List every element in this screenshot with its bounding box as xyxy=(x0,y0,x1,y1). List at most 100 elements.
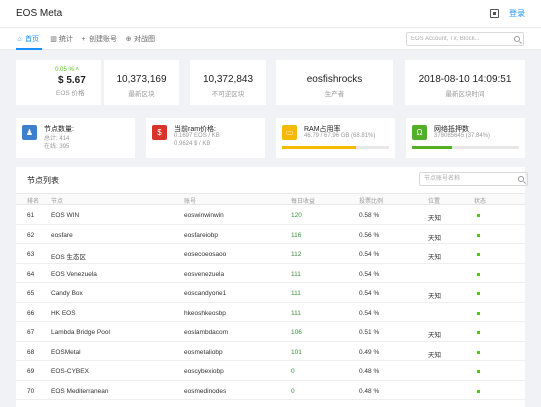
table-row[interactable]: 64 EOS Venezuela eosvenezuela 111 0.54 % xyxy=(16,264,525,283)
nav-stats[interactable]: ▥ 统计 xyxy=(50,34,73,44)
users-icon: ♟ xyxy=(22,125,37,140)
producer-value[interactable]: eosfishrocks xyxy=(306,74,363,85)
cell-reward: 111 xyxy=(291,270,301,278)
col-votes: 投票比例 xyxy=(359,199,384,205)
cell-account[interactable]: eoscybexiobp xyxy=(184,368,224,375)
status-online-icon xyxy=(477,350,480,354)
cell-location: 天知 xyxy=(428,351,441,359)
irreversible-block-value[interactable]: 10,372,843 xyxy=(202,74,254,85)
cell-reward: 0 xyxy=(291,368,295,375)
producer-table-card: 节点列表 排名 节点 账号 每日收益 投票比例 位置 状态 61 EOS WIN e… xyxy=(16,167,528,407)
cell-account[interactable]: eosfareiobp xyxy=(184,231,218,239)
block-time-value: 2018-08-10 14:09:51 xyxy=(418,74,512,85)
status-online-icon xyxy=(477,370,480,373)
cell-rank: 70 xyxy=(27,387,35,395)
staked-progress xyxy=(412,146,519,149)
home-icon: ⌂ xyxy=(17,35,22,43)
search-icon[interactable] xyxy=(514,36,520,42)
cell-votes: 0.49 % xyxy=(359,348,380,356)
ram-usage-progress-fill xyxy=(282,146,356,149)
search-icon[interactable] xyxy=(518,176,524,182)
cell-name[interactable]: EOS WIN xyxy=(51,212,80,219)
nodes-online: 在线: 395 xyxy=(44,144,70,150)
ram-usage-progress xyxy=(282,146,389,149)
staked-progress-fill xyxy=(412,146,453,149)
cell-reward: 111 xyxy=(291,290,301,297)
cell-name[interactable]: Lambda Bridge Pool xyxy=(51,329,110,336)
nodes-title: 节点数量: xyxy=(44,126,74,133)
cell-name[interactable]: EOS Venezuela xyxy=(51,270,97,278)
table-row[interactable]: 62 eosfare eosfareiobp 116 0.56 % 天知 xyxy=(16,225,525,244)
nav-stats-label: 统计 xyxy=(59,36,73,43)
cell-rank: 68 xyxy=(27,348,35,356)
nodes-card: ♟ 节点数量: 总计: 414 在线: 395 xyxy=(16,118,135,158)
cell-account[interactable]: eosmedinodes xyxy=(184,387,227,395)
staked-title: 网络抵押数 xyxy=(434,126,469,133)
producer-card: eosfishrocks 生产者 xyxy=(276,60,393,105)
table-title: 节点列表 xyxy=(27,176,59,185)
irreversible-block-card: 10,372,843 不可逆区块 xyxy=(190,60,266,105)
cell-rank: 64 xyxy=(27,270,35,278)
cell-name[interactable]: EOS-CYBEX xyxy=(51,368,89,375)
cell-name[interactable]: EOS Mediterranean xyxy=(51,387,109,395)
cell-name[interactable]: HK EOS xyxy=(51,309,76,317)
cell-location: 天知 xyxy=(428,254,441,261)
table-row[interactable]: 66 HK EOS hkeoshkeosbp 111 0.54 % xyxy=(16,303,525,322)
table-row[interactable]: 63 EOS 生态区 eosecoeosaoo 112 0.54 % 天知 xyxy=(16,244,525,264)
global-search-input[interactable] xyxy=(407,33,507,45)
nav-create-account[interactable]: + 创建账号 xyxy=(80,34,117,44)
cell-rank: 63 xyxy=(27,251,35,258)
staked-detail: 378085645 (37.84%) xyxy=(434,133,491,139)
price-card: 0.05 % ˄ $ 5.67 EOS 价格 xyxy=(16,60,101,105)
cell-name[interactable]: EOSMetal xyxy=(51,348,81,356)
cell-reward: 101 xyxy=(291,348,302,356)
cell-votes: 0.48 % xyxy=(359,368,380,375)
nav-home[interactable]: ⌂ 首页 xyxy=(16,34,39,44)
cell-rank: 69 xyxy=(27,368,35,375)
price-change-value: 0.05 % xyxy=(55,67,74,73)
cell-name[interactable]: EOS 生态区 xyxy=(51,254,87,261)
cell-account[interactable]: eosecoeosaoo xyxy=(184,251,227,258)
cell-votes: 0.54 % xyxy=(359,251,380,258)
cell-account[interactable]: eoslambdacom xyxy=(184,329,229,336)
cell-rank: 62 xyxy=(27,231,35,239)
cell-votes: 0.48 % xyxy=(359,387,380,395)
dollar-icon: $ xyxy=(152,125,167,140)
table-row[interactable]: 70 EOS Mediterranean eosmedinodes 0 0.48 % xyxy=(16,381,525,400)
table-search-input[interactable] xyxy=(420,173,514,185)
cell-reward: 120 xyxy=(291,212,302,219)
cell-account[interactable]: eosvenezuela xyxy=(184,270,225,278)
status-online-icon xyxy=(477,253,480,256)
status-online-icon xyxy=(477,331,480,334)
header-actions: 登录 xyxy=(490,8,525,19)
table-row[interactable]: 61 EOS WIN eoswinwinwin 120 0.58 % 天知 xyxy=(16,205,525,225)
cell-account[interactable]: eosmetaliobp xyxy=(184,348,223,356)
nodes-total: 总计: 414 xyxy=(44,136,70,142)
cell-reward: 112 xyxy=(291,251,302,258)
cell-location: 天知 xyxy=(428,234,441,242)
head-block-value[interactable]: 10,373,169 xyxy=(116,74,167,85)
login-link[interactable]: 登录 xyxy=(509,9,525,18)
brand-logo[interactable]: EOS Meta xyxy=(16,8,63,19)
table-row[interactable]: 65 Candy Box eoscandyone1 111 0.54 % 天知 xyxy=(16,283,525,303)
language-icon[interactable] xyxy=(490,9,499,18)
nav-battle-map-label: 对战图 xyxy=(134,36,155,43)
nav-battle-map[interactable]: ⊕ 对战图 xyxy=(125,34,155,44)
cell-account[interactable]: eoswinwinwin xyxy=(184,212,224,219)
cell-account[interactable]: hkeoshkeosbp xyxy=(184,309,226,317)
cell-reward: 116 xyxy=(291,231,302,239)
cell-account[interactable]: eoscandyone1 xyxy=(184,290,227,297)
nav-active-indicator xyxy=(16,48,42,50)
chart-icon: ▥ xyxy=(50,35,57,43)
table-row[interactable]: 67 Lambda Bridge Pool eoslambdacom 106 0.51 … xyxy=(16,322,525,342)
cell-name[interactable]: eosfare xyxy=(51,231,73,239)
col-node: 节点 xyxy=(51,199,64,205)
table-row[interactable]: 69 EOS-CYBEX eoscybexiobp 0 0.48 % xyxy=(16,361,525,381)
cell-name[interactable]: Candy Box xyxy=(51,290,83,297)
table-row[interactable]: 68 EOSMetal eosmetaliobp 101 0.49 % 天知 xyxy=(16,342,525,361)
cell-rank: 65 xyxy=(27,290,35,297)
ram-usage-title: RAM占用率 xyxy=(304,126,341,133)
plus-icon: + xyxy=(81,35,86,43)
price-label: EOS 价格 xyxy=(56,90,85,97)
cell-votes: 0.54 % xyxy=(359,290,380,297)
